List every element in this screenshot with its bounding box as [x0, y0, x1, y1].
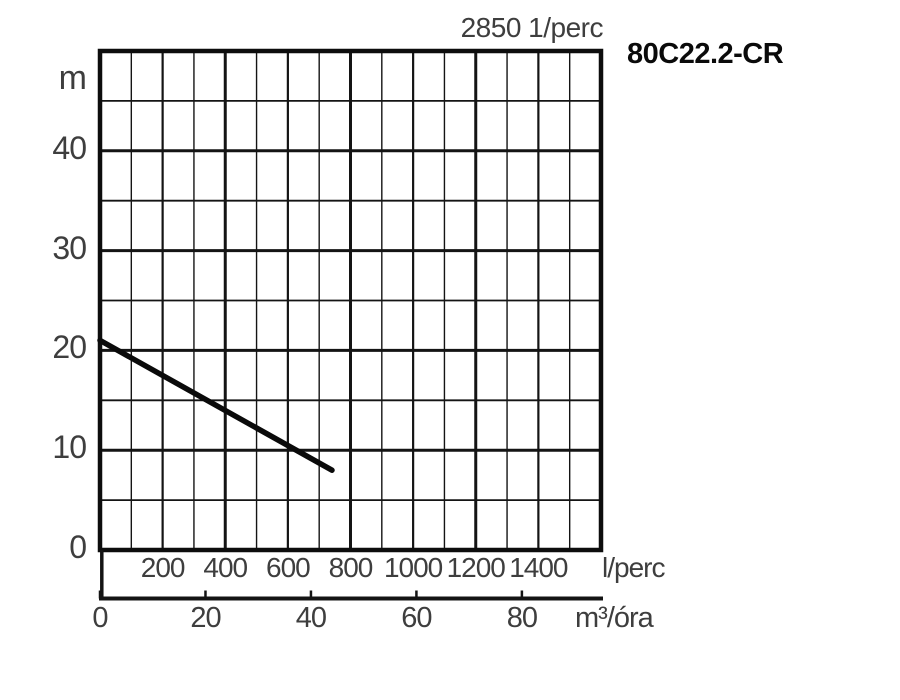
m3h-tick-label: 80	[506, 602, 538, 634]
lperc-tick-label: 600	[266, 552, 311, 583]
lperc-tick-label: 400	[203, 552, 248, 583]
lperc-tick-label: 200	[140, 552, 186, 583]
lperc-tick-label: 1400	[509, 552, 568, 583]
grid-lines	[100, 51, 601, 550]
y-tick-label: 10	[52, 429, 87, 466]
pump-head-curve	[97, 337, 335, 473]
m3h-tick-label: 60	[401, 602, 432, 634]
plot-border	[97, 48, 604, 553]
y-tick-label: 30	[52, 229, 87, 266]
y-tick-label: 40	[52, 129, 87, 166]
y-tick-label: 20	[52, 329, 87, 366]
lperc-tick-label: 1000	[383, 552, 443, 583]
secondary-flow-axis	[98, 550, 603, 601]
m3h-tick-label: 40	[295, 602, 327, 634]
lperc-tick-label: 800	[328, 552, 374, 583]
y-tick-label: 0	[69, 529, 87, 565]
y-axis-unit-label: m	[58, 59, 87, 97]
lperc-axis-unit-label: l/perc	[602, 552, 665, 583]
m3h-tick-label: 20	[190, 602, 221, 634]
rpm-title: 2850 1/perc	[460, 12, 604, 43]
m3h-axis-unit-label: m³/óra	[575, 602, 654, 634]
model-label: 80C22.2-CR	[627, 38, 784, 70]
m3h-tick-label: 0	[92, 602, 108, 634]
lperc-tick-label: 1200	[446, 552, 506, 583]
